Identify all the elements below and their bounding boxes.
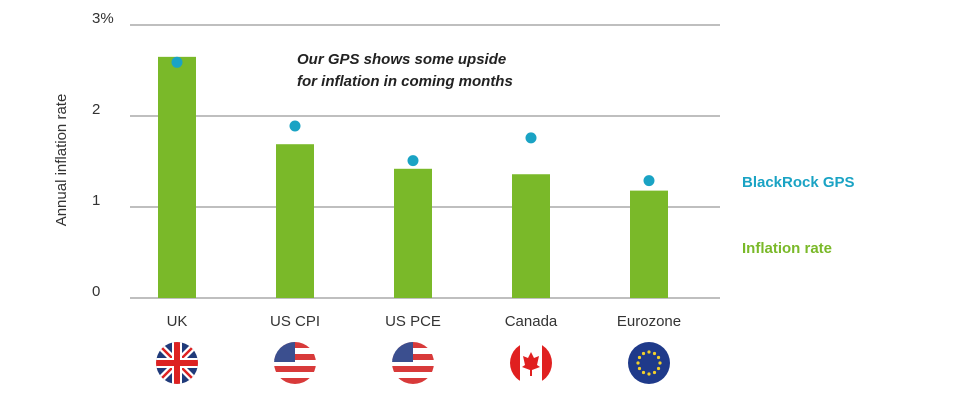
flag-part (392, 342, 413, 362)
gps-dot (407, 155, 419, 167)
flag-part (522, 352, 540, 376)
y-tick-label: 2 (92, 101, 100, 118)
flag-part (641, 351, 646, 356)
legend-label: BlackRock GPS (742, 174, 855, 191)
bar (158, 56, 196, 298)
flag-part (628, 342, 670, 384)
flag-part (637, 355, 642, 360)
flag-part (637, 366, 642, 371)
gps-dot (289, 120, 301, 132)
flag-part (652, 351, 657, 356)
x-tick-label: Eurozone (617, 313, 681, 330)
flag-part (510, 342, 520, 384)
flag-part (392, 360, 434, 366)
bar (276, 144, 314, 298)
flag-part (156, 342, 198, 384)
x-tick-label: US PCE (385, 313, 441, 330)
flag-part (641, 370, 646, 375)
flag-part (636, 361, 640, 365)
flag-part (656, 366, 661, 371)
flag-icon (510, 342, 552, 384)
flag-part (274, 342, 295, 362)
x-tick-label: US CPI (270, 313, 320, 330)
flag-icon (156, 342, 198, 384)
flag-part (656, 355, 661, 360)
flag-part (274, 372, 316, 378)
flag-part (392, 366, 434, 372)
bar (630, 190, 668, 298)
y-tick-label: 0 (92, 283, 100, 300)
y-axis-label: Annual inflation rate (53, 94, 70, 227)
x-tick-label: Canada (505, 313, 558, 330)
flag-part (647, 350, 651, 354)
flag-part (392, 378, 434, 384)
flag-icon (392, 342, 434, 384)
annotation: Our GPS shows some upside (297, 51, 506, 68)
bar (394, 168, 432, 298)
flag-icon (628, 342, 670, 384)
gps-dot (525, 132, 537, 144)
y-tick-label: 1 (92, 192, 100, 209)
flag-part (542, 342, 552, 384)
flag-part (647, 372, 651, 376)
y-tick-label: 3% (92, 10, 114, 27)
legend-label: Inflation rate (742, 240, 832, 257)
annotation: for inflation in coming months (297, 73, 513, 90)
flag-part (652, 370, 657, 375)
flag-part (658, 361, 662, 365)
flag-part (274, 360, 316, 366)
flag-part (392, 372, 434, 378)
gps-dot (171, 56, 183, 68)
x-tick-label: UK (167, 313, 188, 330)
flag-part (274, 366, 316, 372)
bar (512, 174, 550, 298)
gps-dot (643, 175, 655, 187)
flag-icon (274, 342, 316, 384)
flag-part (274, 378, 316, 384)
